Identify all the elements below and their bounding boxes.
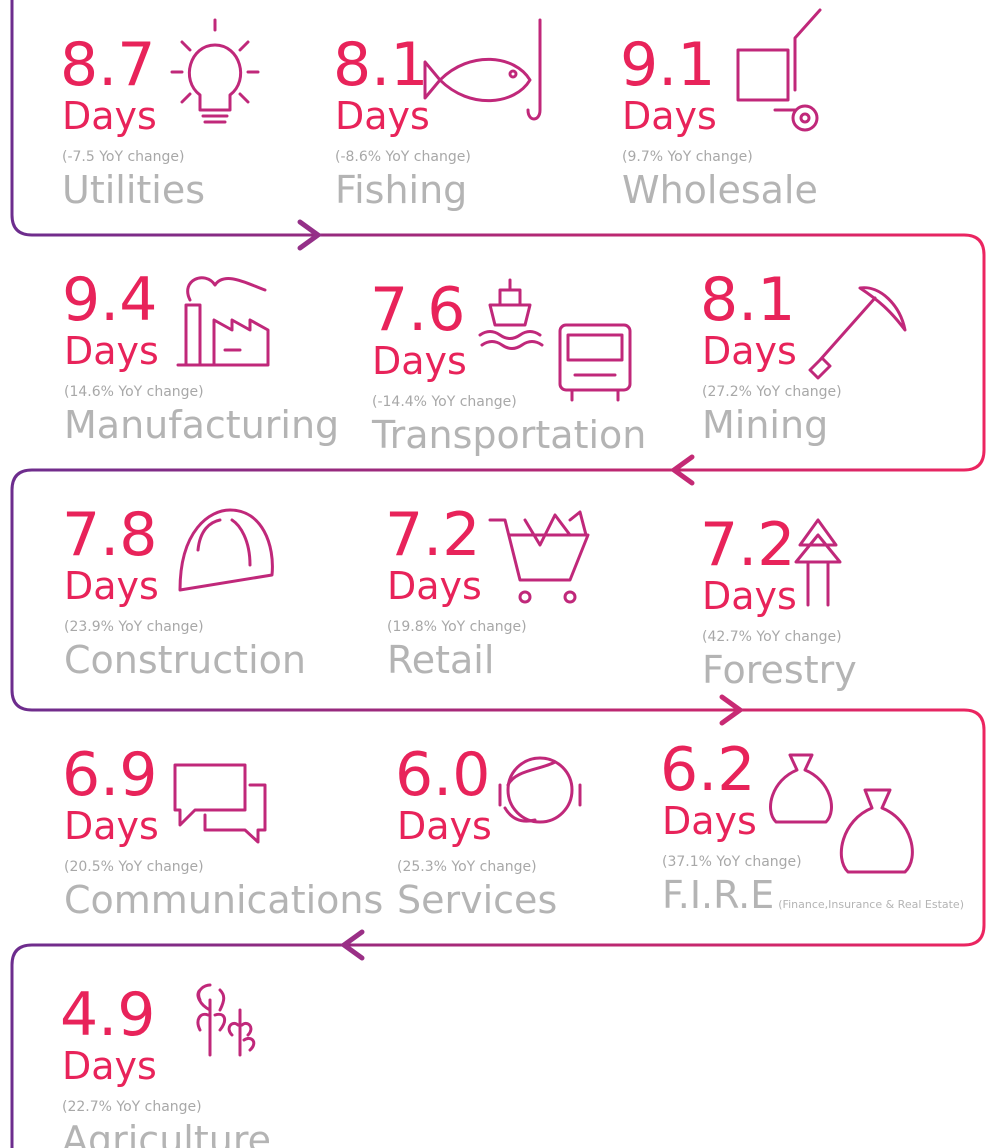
flow-arrows bbox=[297, 219, 745, 961]
yoy-change: (37.1% YoY change) bbox=[662, 854, 802, 870]
yoy-change: (25.3% YoY change) bbox=[397, 859, 537, 875]
yoy-change: (27.2% YoY change) bbox=[702, 384, 842, 400]
yoy-change: (-7.5 YoY change) bbox=[62, 149, 184, 165]
days-value: 6.2 bbox=[660, 735, 755, 805]
sector-label: Transportation bbox=[371, 413, 646, 457]
days-unit: Days bbox=[702, 574, 797, 618]
days-value: 8.7 bbox=[60, 30, 155, 100]
sector-label: Utilities bbox=[62, 168, 205, 212]
sector-label: F.I.R.E bbox=[662, 873, 774, 917]
days-unit: Days bbox=[64, 329, 159, 373]
days-value: 8.1 bbox=[700, 265, 795, 335]
sector-label: Services bbox=[397, 878, 557, 922]
sector-label: Forestry bbox=[702, 648, 857, 692]
yoy-change: (22.7% YoY change) bbox=[62, 1099, 202, 1115]
days-unit: Days bbox=[64, 564, 159, 608]
yoy-change: (14.6% YoY change) bbox=[64, 384, 204, 400]
days-unit: Days bbox=[62, 94, 157, 138]
days-unit: Days bbox=[64, 804, 159, 848]
days-value: 7.2 bbox=[385, 500, 480, 570]
yoy-change: (-14.4% YoY change) bbox=[372, 394, 517, 410]
sector-note: (Finance,Insurance & Real Estate) bbox=[778, 898, 964, 911]
days-value: 4.9 bbox=[60, 980, 155, 1050]
sector-label: Retail bbox=[387, 638, 494, 682]
sector-label: Wholesale bbox=[622, 168, 818, 212]
days-unit: Days bbox=[397, 804, 492, 848]
flow-path bbox=[10, 0, 986, 1148]
sector-label: Construction bbox=[64, 638, 306, 682]
days-unit: Days bbox=[372, 339, 467, 383]
days-value: 7.8 bbox=[62, 500, 157, 570]
days-value: 8.1 bbox=[333, 30, 428, 100]
days-unit: Days bbox=[662, 799, 757, 843]
sector-label: Mining bbox=[702, 403, 828, 447]
days-value: 9.4 bbox=[62, 265, 157, 335]
sector-label: Communications bbox=[64, 878, 383, 922]
days-value: 6.0 bbox=[395, 740, 490, 810]
days-unit: Days bbox=[387, 564, 482, 608]
days-value: 7.2 bbox=[700, 510, 795, 580]
yoy-change: (-8.6% YoY change) bbox=[335, 149, 471, 165]
yoy-change: (19.8% YoY change) bbox=[387, 619, 527, 635]
days-unit: Days bbox=[335, 94, 430, 138]
icons bbox=[170, 8, 914, 1057]
days-value: 7.6 bbox=[370, 275, 465, 345]
yoy-change: (9.7% YoY change) bbox=[622, 149, 753, 165]
days-unit: Days bbox=[622, 94, 717, 138]
days-unit: Days bbox=[702, 329, 797, 373]
days-value: 6.9 bbox=[62, 740, 157, 810]
sector-label: Agriculture bbox=[62, 1118, 271, 1148]
days-unit: Days bbox=[62, 1044, 157, 1088]
sector-label: Fishing bbox=[335, 168, 467, 212]
yoy-change: (20.5% YoY change) bbox=[64, 859, 204, 875]
sector-label: Manufacturing bbox=[64, 403, 339, 447]
yoy-change: (23.9% YoY change) bbox=[64, 619, 204, 635]
yoy-change: (42.7% YoY change) bbox=[702, 629, 842, 645]
days-value: 9.1 bbox=[620, 30, 715, 100]
